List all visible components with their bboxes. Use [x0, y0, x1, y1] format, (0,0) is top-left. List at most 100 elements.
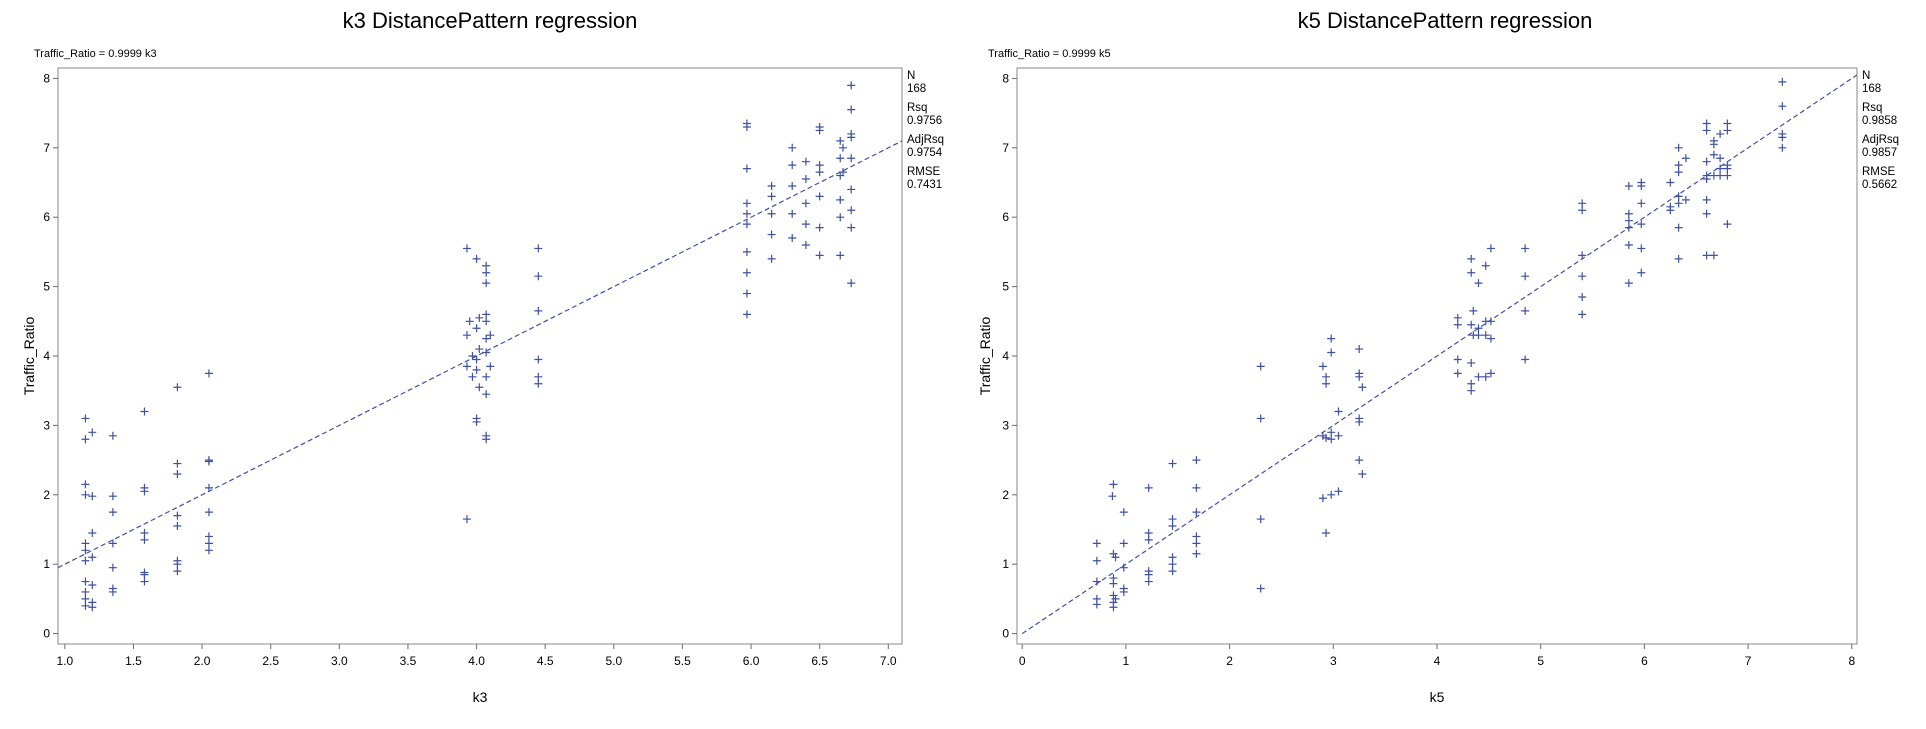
x-tick-label: 1.5: [125, 654, 142, 668]
data-point: [1256, 414, 1265, 423]
data-point: [742, 310, 751, 319]
data-point: [836, 171, 845, 180]
x-tick-label: 7: [1745, 654, 1752, 668]
x-tick-label: 2: [1226, 654, 1233, 668]
x-tick-label: 5.5: [674, 654, 691, 668]
y-tick-label: 1: [43, 557, 50, 571]
data-point: [472, 365, 481, 374]
data-point: [1467, 268, 1476, 277]
data-point: [472, 355, 481, 364]
data-point: [81, 594, 90, 603]
data-point: [1666, 178, 1675, 187]
data-point: [1674, 192, 1683, 201]
data-point: [1702, 157, 1711, 166]
data-point: [108, 508, 117, 517]
data-point: [788, 143, 797, 152]
data-point: [462, 362, 471, 371]
stat-label: Rsq: [1862, 102, 1882, 114]
plot-frame: [57, 67, 903, 645]
data-point: [815, 192, 824, 201]
data-point: [1702, 195, 1711, 204]
data-point: [1521, 244, 1530, 253]
data-point: [847, 279, 856, 288]
data-point: [1334, 431, 1343, 440]
data-point: [767, 209, 776, 218]
data-point: [1322, 528, 1331, 537]
y-tick-label: 4: [1002, 349, 1009, 363]
data-point: [1637, 181, 1646, 190]
data-point: [1778, 77, 1787, 86]
data-point: [815, 161, 824, 170]
data-point: [1358, 383, 1367, 392]
y-tick-label: 5: [1002, 280, 1009, 294]
data-point: [1192, 539, 1201, 548]
data-point: [1327, 490, 1336, 499]
y-tick-label: 5: [43, 280, 50, 294]
data-point: [472, 417, 481, 426]
data-point: [1467, 320, 1476, 329]
data-point: [847, 105, 856, 114]
y-tick-label: 2: [43, 488, 50, 502]
data-point: [1192, 508, 1201, 517]
stat-value: 0.9858: [1862, 115, 1897, 127]
x-tick-label: 5.0: [605, 654, 622, 668]
data-point: [140, 487, 149, 496]
data-point: [1474, 279, 1483, 288]
data-point: [1092, 539, 1101, 548]
data-point: [482, 268, 491, 277]
data-point: [1716, 164, 1725, 173]
chart-panel-1: k3 DistancePattern regression Traffic_Rat…: [21, 8, 944, 705]
data-point: [1327, 428, 1336, 437]
data-point: [742, 209, 751, 218]
data-point: [1467, 379, 1476, 388]
x-tick-label: 6.5: [811, 654, 828, 668]
data-point: [1453, 355, 1462, 364]
data-point: [1168, 522, 1177, 531]
data-point: [1327, 435, 1336, 444]
data-point: [1168, 567, 1177, 576]
data-point: [1453, 320, 1462, 329]
x-axis-label: k5: [1430, 689, 1445, 705]
data-point: [81, 577, 90, 586]
data-point: [173, 522, 182, 531]
data-point: [1355, 417, 1364, 426]
stat-value: 168: [1862, 83, 1881, 95]
data-point: [1709, 150, 1718, 159]
data-point: [1709, 251, 1718, 260]
data-point: [1481, 372, 1490, 381]
data-point: [1486, 334, 1495, 343]
x-tick-label: 6: [1641, 654, 1648, 668]
data-point: [788, 181, 797, 190]
data-point: [475, 383, 484, 392]
data-point: [788, 209, 797, 218]
data-point: [836, 154, 845, 163]
data-point: [1624, 223, 1633, 232]
data-point: [742, 199, 751, 208]
data-point: [1318, 362, 1327, 371]
data-point: [1109, 591, 1118, 600]
data-point: [1453, 369, 1462, 378]
data-point: [847, 223, 856, 232]
data-point: [1521, 355, 1530, 364]
data-point: [1624, 181, 1633, 190]
data-point: [140, 570, 149, 579]
data-point: [1474, 331, 1483, 340]
data-point: [1192, 532, 1201, 541]
data-point: [81, 587, 90, 596]
data-point: [1674, 168, 1683, 177]
data-point: [173, 511, 182, 520]
data-point: [1168, 553, 1177, 562]
data-point: [1467, 254, 1476, 263]
data-point: [815, 251, 824, 260]
data-point: [462, 331, 471, 340]
data-point: [1467, 386, 1476, 395]
y-tick-label: 8: [43, 71, 50, 85]
data-point: [486, 362, 495, 371]
y-tick-label: 0: [43, 627, 50, 641]
data-point: [1486, 244, 1495, 253]
data-point: [1723, 126, 1732, 135]
data-point: [1109, 480, 1118, 489]
data-point: [1624, 240, 1633, 249]
y-tick-label: 1: [1002, 557, 1009, 571]
